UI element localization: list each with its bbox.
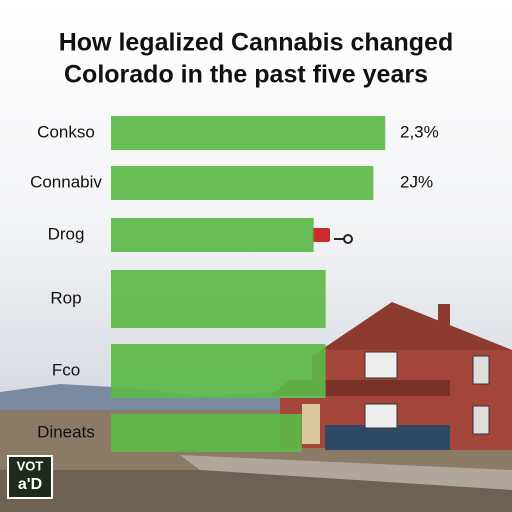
chart-title: How legalized Cannabis changed: [59, 29, 454, 57]
logo: VOT a'D: [7, 455, 53, 499]
icon: [312, 228, 353, 244]
bar: [111, 166, 374, 200]
logo-text: VOT: [17, 458, 44, 473]
logo-text: a'D: [18, 476, 42, 493]
house: [270, 302, 512, 450]
bar: [111, 414, 302, 452]
value-label: 2J%: [400, 172, 433, 191]
chart-title: Colorado in the past five years: [64, 61, 428, 89]
category-label: Rop: [50, 288, 81, 307]
bar: [111, 344, 326, 398]
category-label: Drog: [48, 224, 85, 243]
category-label: Fco: [52, 360, 80, 379]
value-label: 2,3%: [400, 122, 439, 141]
bar: [111, 218, 314, 252]
bar: [111, 270, 326, 328]
category-label: Dineats: [37, 422, 95, 441]
road: [180, 455, 512, 490]
bar: [111, 116, 386, 150]
category-label: Connabiv: [30, 172, 102, 191]
category-label: Conkso: [37, 122, 95, 141]
mountains: [0, 384, 280, 415]
